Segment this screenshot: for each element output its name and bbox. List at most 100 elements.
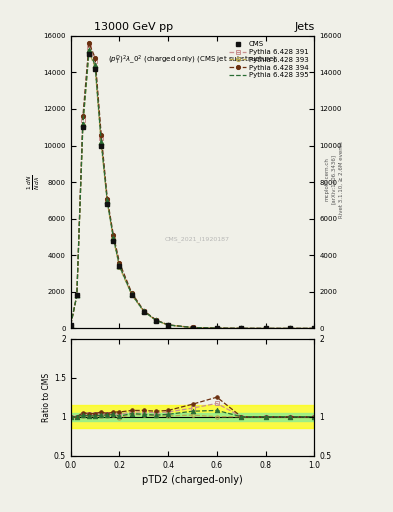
Pythia 6.428 395 xyxy=(99,139,104,145)
Point xyxy=(116,412,123,420)
Point xyxy=(287,413,293,421)
Pythia 6.428 395 xyxy=(166,322,171,328)
Pythia 6.428 395 xyxy=(105,198,110,204)
Line: CMS: CMS xyxy=(69,52,316,330)
Point xyxy=(165,410,171,418)
CMS xyxy=(81,124,85,131)
Pythia 6.428 395 xyxy=(154,317,158,324)
Point xyxy=(92,412,98,420)
Point xyxy=(214,324,220,332)
Pythia 6.428 394 xyxy=(117,260,122,266)
Text: mcplots.cern.ch: mcplots.cern.ch xyxy=(324,157,329,201)
Point xyxy=(98,138,105,146)
Pythia 6.428 395 xyxy=(190,325,195,331)
Pythia 6.428 394 xyxy=(190,325,195,331)
Pythia 6.428 391 xyxy=(81,117,85,123)
Pythia 6.428 391 xyxy=(263,325,268,331)
CMS xyxy=(190,325,195,331)
Pythia 6.428 394 xyxy=(81,113,85,119)
Pythia 6.428 395 xyxy=(74,292,79,298)
CMS xyxy=(117,263,122,269)
Pythia 6.428 391 xyxy=(166,322,171,328)
Point xyxy=(68,413,74,421)
CMS xyxy=(74,292,79,298)
Pythia 6.428 395 xyxy=(215,325,219,331)
Legend: CMS, Pythia 6.428 391, Pythia 6.428 393, Pythia 6.428 394, Pythia 6.428 395: CMS, Pythia 6.428 391, Pythia 6.428 393,… xyxy=(227,39,311,80)
Pythia 6.428 393 xyxy=(190,325,195,331)
Pythia 6.428 393 xyxy=(74,292,79,298)
Pythia 6.428 395 xyxy=(111,235,116,241)
Pythia 6.428 391 xyxy=(74,292,79,298)
Pythia 6.428 393 xyxy=(215,325,219,331)
Pythia 6.428 391 xyxy=(154,317,158,323)
Pythia 6.428 391 xyxy=(117,261,122,267)
Pythia 6.428 393 xyxy=(68,322,73,328)
Pythia 6.428 394 xyxy=(239,325,244,331)
Pythia 6.428 393 xyxy=(166,322,171,328)
Point xyxy=(104,411,110,419)
Point xyxy=(263,324,269,332)
Point xyxy=(98,411,105,419)
Pythia 6.428 393 xyxy=(93,64,97,70)
Pythia 6.428 391 xyxy=(93,58,97,65)
Pythia 6.428 393 xyxy=(105,199,110,205)
Line: Pythia 6.428 391: Pythia 6.428 391 xyxy=(69,45,316,330)
Pythia 6.428 395 xyxy=(312,325,317,331)
Pythia 6.428 394 xyxy=(68,322,73,328)
Point xyxy=(86,412,92,420)
Y-axis label: $\frac{1}{N}\frac{dN}{d\lambda}$: $\frac{1}{N}\frac{dN}{d\lambda}$ xyxy=(26,175,42,190)
Text: $(p_T^D)^2\lambda\_0^2$ (charged only) (CMS jet substructure): $(p_T^D)^2\lambda\_0^2$ (charged only) (… xyxy=(108,53,277,67)
Pythia 6.428 391 xyxy=(312,325,317,331)
Pythia 6.428 394 xyxy=(215,325,219,331)
Text: [arXiv:1306.3436]: [arXiv:1306.3436] xyxy=(331,154,336,204)
Text: 13000 GeV pp: 13000 GeV pp xyxy=(94,22,173,32)
Point xyxy=(110,410,117,418)
Pythia 6.428 393 xyxy=(129,291,134,297)
Point xyxy=(165,321,171,329)
Pythia 6.428 394 xyxy=(312,325,317,331)
Pythia 6.428 395 xyxy=(129,291,134,297)
CMS xyxy=(105,201,110,207)
CMS xyxy=(166,322,171,328)
Pythia 6.428 393 xyxy=(111,236,116,242)
CMS xyxy=(141,309,146,315)
Pythia 6.428 393 xyxy=(263,325,268,331)
Point xyxy=(238,324,244,332)
CMS xyxy=(93,66,97,72)
Point xyxy=(311,413,318,421)
Pythia 6.428 395 xyxy=(81,120,85,126)
Point xyxy=(153,316,159,325)
Pythia 6.428 394 xyxy=(111,232,116,238)
Pythia 6.428 395 xyxy=(141,308,146,314)
Text: Rivet 3.1.10, ≥ 2.6M events: Rivet 3.1.10, ≥ 2.6M events xyxy=(338,141,343,218)
Pythia 6.428 395 xyxy=(288,325,292,331)
Point xyxy=(80,119,86,127)
CMS xyxy=(288,325,292,331)
Point xyxy=(287,324,293,332)
Pythia 6.428 391 xyxy=(190,325,195,331)
Pythia 6.428 394 xyxy=(74,292,79,298)
Point xyxy=(214,407,220,415)
Pythia 6.428 393 xyxy=(312,325,317,331)
Pythia 6.428 391 xyxy=(215,325,219,331)
CMS xyxy=(129,292,134,298)
Pythia 6.428 393 xyxy=(81,122,85,129)
Pythia 6.428 394 xyxy=(154,317,158,323)
Pythia 6.428 391 xyxy=(129,291,134,297)
Y-axis label: Ratio to CMS: Ratio to CMS xyxy=(42,373,51,422)
Text: Jets: Jets xyxy=(294,22,314,32)
Line: Pythia 6.428 393: Pythia 6.428 393 xyxy=(69,50,316,330)
Pythia 6.428 394 xyxy=(263,325,268,331)
Point xyxy=(80,411,86,419)
CMS xyxy=(154,317,158,324)
CMS xyxy=(312,325,317,331)
CMS xyxy=(215,325,219,331)
Pythia 6.428 395 xyxy=(93,62,97,68)
Point xyxy=(189,324,196,332)
Pythia 6.428 393 xyxy=(239,325,244,331)
Pythia 6.428 391 xyxy=(239,325,244,331)
CMS xyxy=(99,142,104,148)
Pythia 6.428 393 xyxy=(141,309,146,315)
Line: Pythia 6.428 394: Pythia 6.428 394 xyxy=(69,41,316,330)
Point xyxy=(68,321,74,329)
